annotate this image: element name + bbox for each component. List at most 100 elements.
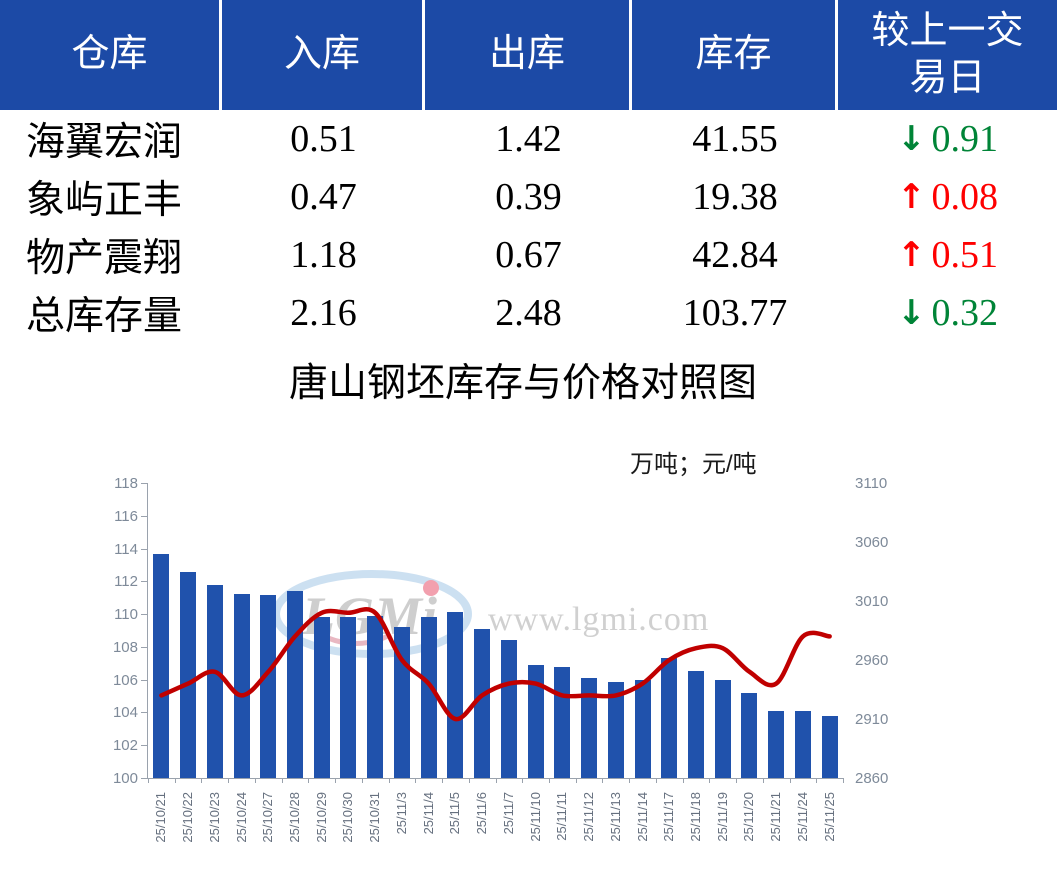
inventory-bar (607, 682, 624, 778)
y-axis-tick (141, 679, 147, 681)
x-axis-tick-label: 25/11/6 (474, 792, 490, 835)
inventory-bar (340, 617, 357, 778)
x-axis-tick-label: 25/11/18 (687, 792, 703, 842)
inbound-cell: 0.51 (290, 118, 357, 160)
x-axis-tick (495, 778, 497, 783)
x-axis-tick (388, 778, 390, 783)
outbound-cell: 0.67 (495, 234, 562, 276)
inventory-bar (500, 640, 517, 778)
x-axis-tick (361, 778, 363, 783)
up-arrow-icon: ↑ (897, 177, 926, 217)
x-axis-tick-label: 25/10/27 (260, 792, 276, 843)
left-axis-tick-label: 112 (114, 573, 138, 591)
x-axis-tick (655, 778, 657, 783)
inventory-bar (768, 710, 785, 778)
y-axis-tick (141, 614, 147, 616)
right-axis-tick-label: 3010 (855, 593, 889, 610)
y-axis-tick (141, 581, 147, 583)
table-row: 总库存量 2.16 2.48 103.77 ↓ 0.32 (0, 284, 1057, 342)
inventory-bar (153, 554, 170, 778)
table-header-row: 仓库 入库 出库 库存 较上一交易日 (0, 0, 1057, 110)
change-cell: ↑ 0.08 (838, 175, 1057, 219)
x-axis-tick (762, 778, 764, 783)
header-change-label: 较上一交易日 (871, 9, 1024, 100)
x-axis-tick (335, 778, 337, 783)
x-axis-tick (201, 778, 203, 783)
right-axis-tick-label: 3110 (855, 475, 888, 492)
x-axis-tick-label: 25/10/28 (287, 792, 303, 843)
x-axis-tick (682, 778, 684, 783)
outbound-cell: 2.48 (495, 292, 562, 334)
x-axis-tick (468, 778, 470, 783)
y-axis-tick (141, 712, 147, 714)
left-axis-tick-label: 110 (114, 606, 138, 624)
x-axis-tick (709, 778, 711, 783)
x-axis-tick (575, 778, 577, 783)
inventory-bar (367, 615, 384, 778)
x-axis-tick-label: 25/11/13 (607, 792, 623, 842)
y-axis-tick (141, 745, 147, 747)
header-warehouse: 仓库 (0, 0, 222, 110)
x-axis-tick (522, 778, 524, 783)
x-axis-tick (548, 778, 550, 783)
warehouse-name-cell: 海翼宏润 (26, 121, 183, 164)
axis-units-label: 万吨；元/吨 (630, 451, 757, 478)
warehouse-table: 仓库 入库 出库 库存 较上一交易日 海翼宏润 0.51 1.42 41.55 ↓ 0.9… (0, 0, 1057, 342)
left-axis-tick-label: 116 (114, 507, 138, 525)
table-body: 海翼宏润 0.51 1.42 41.55 ↓ 0.91 象屿正丰 0.47 0.39 19.38 ↑… (0, 110, 1057, 342)
x-axis-tick-label: 25/11/4 (420, 792, 436, 835)
x-axis-tick (843, 778, 844, 783)
x-axis-tick-label: 25/11/17 (661, 792, 677, 842)
change-cell: ↓ 0.91 (838, 117, 1057, 161)
inventory-bar (233, 594, 250, 778)
x-axis-tick (254, 778, 256, 783)
stock-cell: 19.38 (692, 176, 778, 218)
price-line (159, 607, 832, 722)
x-axis-tick-label: 25/11/14 (634, 792, 650, 842)
warehouse-name-cell: 物产震翔 (26, 237, 183, 280)
inventory-bar (313, 617, 330, 778)
change-value: 0.51 (931, 234, 999, 276)
x-axis-tick-label: 25/11/7 (500, 792, 516, 835)
stock-cell: 42.84 (692, 234, 778, 276)
outbound-cell: 1.42 (495, 118, 562, 160)
change-value: 0.91 (931, 118, 999, 160)
table-row: 海翼宏润 0.51 1.42 41.55 ↓ 0.91 (0, 110, 1057, 168)
inventory-bar (687, 670, 704, 778)
inventory-bar (447, 612, 464, 778)
y-axis-tick (141, 646, 147, 648)
x-axis-tick-label: 25/10/31 (367, 792, 383, 843)
x-axis-tick-label: 25/10/29 (313, 792, 329, 843)
inventory-bar (794, 710, 811, 778)
inbound-cell: 2.16 (290, 292, 357, 334)
x-axis-tick-label: 25/11/24 (794, 792, 810, 842)
inventory-bar (661, 658, 678, 778)
outbound-cell: 0.39 (495, 176, 562, 218)
x-axis-tick-label: 25/10/22 (180, 792, 196, 843)
inventory-bar (260, 595, 277, 778)
left-axis-tick-label: 108 (112, 638, 138, 656)
table-row: 物产震翔 1.18 0.67 42.84 ↑ 0.51 (0, 226, 1057, 284)
stock-cell: 41.55 (692, 118, 778, 160)
chart-title: 唐山钢坯库存与价格对照图 (288, 362, 757, 405)
x-axis-tick-label: 25/11/12 (581, 792, 597, 842)
inventory-bar (581, 678, 598, 778)
right-axis-tick-label: 2860 (855, 770, 889, 787)
x-axis-tick-label: 25/11/25 (821, 792, 837, 842)
x-axis-tick (629, 778, 631, 783)
inventory-bar (420, 617, 437, 778)
y-axis-line (147, 483, 148, 778)
down-arrow-icon: ↓ (897, 119, 926, 159)
inbound-cell: 1.18 (290, 234, 357, 276)
left-axis-tick-label: 118 (114, 475, 138, 492)
x-axis-tick (442, 778, 444, 783)
right-axis-tick-label: 2910 (855, 711, 889, 728)
x-axis-tick-label: 25/10/23 (206, 792, 222, 843)
inbound-cell: 0.47 (290, 176, 357, 218)
x-axis-tick (816, 778, 818, 783)
header-change: 较上一交易日 (838, 0, 1057, 110)
x-axis-tick (789, 778, 791, 783)
up-arrow-icon: ↑ (897, 235, 926, 275)
y-axis-tick (141, 778, 147, 779)
warehouse-name-cell: 象屿正丰 (26, 179, 183, 222)
